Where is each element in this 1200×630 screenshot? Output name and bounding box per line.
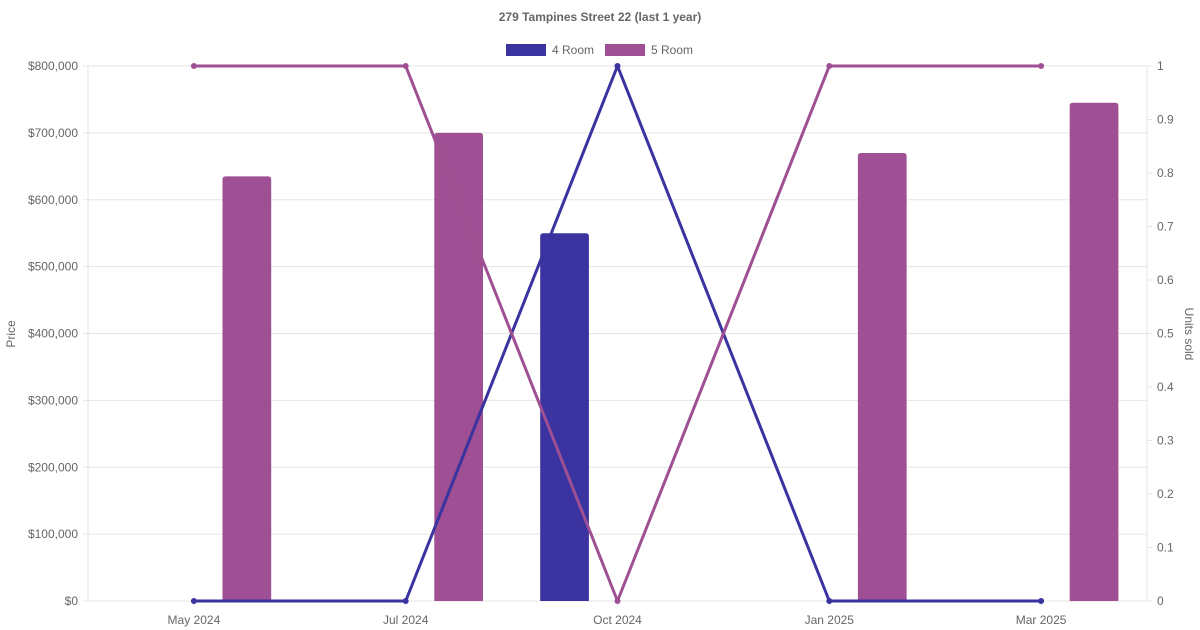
y-left-tick-label: $200,000 bbox=[28, 460, 78, 474]
point-5-room[interactable] bbox=[402, 63, 409, 69]
bars bbox=[222, 102, 1119, 601]
y-left-tick-label: $600,000 bbox=[28, 193, 78, 207]
y-right-tick-label: 0.4 bbox=[1157, 380, 1174, 394]
point-4-room[interactable] bbox=[190, 598, 197, 604]
x-axis-ticks: May 2024 Jul 2024 Oct 2024 Jan 2025 Mar 2025 bbox=[168, 613, 1067, 627]
bar-5-room[interactable] bbox=[434, 132, 484, 601]
y-left-tick-label: $500,000 bbox=[28, 260, 78, 274]
legend-swatch-5-room[interactable] bbox=[605, 44, 645, 56]
y-right-tick-label: 0.8 bbox=[1157, 166, 1174, 180]
y-left-tick-label: $0 bbox=[65, 594, 79, 608]
bar-5-room[interactable] bbox=[857, 152, 907, 601]
point-4-room[interactable] bbox=[826, 598, 833, 604]
y-axis-left-ticks: $0 $100,000 $200,000 $300,000 $400,000 $500,0… bbox=[28, 59, 78, 608]
lines bbox=[190, 63, 1045, 604]
y-right-tick-label: 0.1 bbox=[1157, 541, 1174, 555]
bar-5-room[interactable] bbox=[1069, 102, 1119, 601]
x-tick-label: Jan 2025 bbox=[805, 613, 855, 627]
point-4-room[interactable] bbox=[1038, 598, 1045, 604]
chart-title: 279 Tampines Street 22 (last 1 year) bbox=[499, 10, 702, 24]
y-right-tick-label: 0.7 bbox=[1157, 220, 1174, 234]
legend-swatch-4-room[interactable] bbox=[506, 44, 546, 56]
y-left-tick-label: $400,000 bbox=[28, 327, 78, 341]
y-left-tick-label: $100,000 bbox=[28, 527, 78, 541]
x-tick-label: Jul 2024 bbox=[383, 613, 429, 627]
point-5-room[interactable] bbox=[614, 598, 621, 604]
legend-label-5-room[interactable]: 5 Room bbox=[651, 43, 693, 57]
y-right-tick-label: 0.6 bbox=[1157, 273, 1174, 287]
y-right-tick-label: 0.3 bbox=[1157, 434, 1174, 448]
y-right-tick-label: 1 bbox=[1157, 59, 1164, 73]
x-tick-label: Oct 2024 bbox=[593, 613, 642, 627]
point-5-room[interactable] bbox=[1038, 63, 1045, 69]
x-tick-label: May 2024 bbox=[168, 613, 221, 627]
y-left-tick-label: $800,000 bbox=[28, 59, 78, 73]
bar-4-room[interactable] bbox=[540, 233, 589, 601]
y-right-tick-label: 0.9 bbox=[1157, 113, 1174, 127]
y-left-tick-label: $300,000 bbox=[28, 393, 78, 407]
y-axis-right-title: Units sold bbox=[1182, 308, 1196, 361]
y-axis-right-ticks: 0 0.1 0.2 0.3 0.4 0.5 0.6 0.7 0.8 0.9 1 bbox=[1157, 59, 1174, 608]
x-tick-label: Mar 2025 bbox=[1016, 613, 1067, 627]
y-axis-left-title: Price bbox=[4, 320, 18, 348]
point-4-room[interactable] bbox=[402, 598, 409, 604]
legend: 4 Room 5 Room bbox=[506, 43, 693, 57]
y-right-tick-label: 0.5 bbox=[1157, 327, 1174, 341]
y-right-tick-label: 0.2 bbox=[1157, 487, 1174, 501]
point-4-room[interactable] bbox=[614, 63, 621, 69]
y-left-tick-label: $700,000 bbox=[28, 126, 78, 140]
y-right-tick-label: 0 bbox=[1157, 594, 1164, 608]
point-5-room[interactable] bbox=[826, 63, 833, 69]
point-5-room[interactable] bbox=[190, 63, 197, 69]
bar-5-room[interactable] bbox=[222, 176, 272, 601]
legend-label-4-room[interactable]: 4 Room bbox=[552, 43, 594, 57]
